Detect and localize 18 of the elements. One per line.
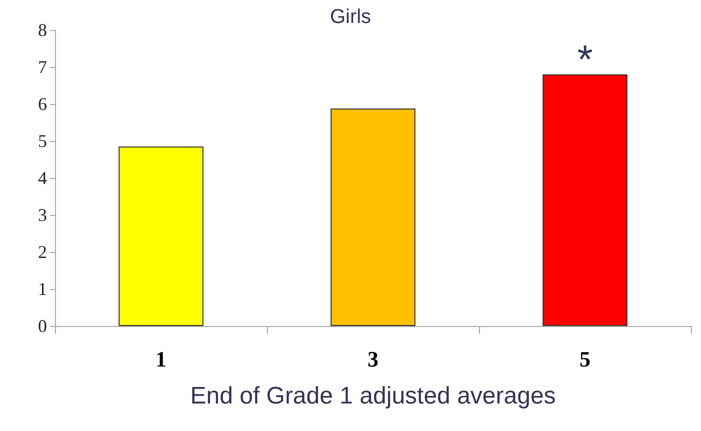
y-tick-label: 6 xyxy=(38,94,47,114)
chart-title: Girls xyxy=(330,6,372,28)
bar xyxy=(118,146,204,326)
bar xyxy=(330,108,416,326)
y-tick-label: 5 xyxy=(38,131,47,151)
y-tick-label: 7 xyxy=(38,57,47,77)
y-tick-label: 4 xyxy=(38,168,47,188)
x-tick-label: 5 xyxy=(580,346,590,372)
x-tick-label: 3 xyxy=(368,346,378,372)
y-tick-label: 1 xyxy=(38,279,47,299)
y-tick-label: 8 xyxy=(38,20,47,40)
annotation: * xyxy=(577,38,593,82)
x-tick-label: 1 xyxy=(156,346,166,372)
y-tick-label: 0 xyxy=(38,316,47,336)
y-tick-label: 2 xyxy=(38,242,47,262)
y-tick-label: 3 xyxy=(38,205,47,225)
bar xyxy=(542,74,628,326)
x-axis-title: End of Grade 1 adjusted averages xyxy=(190,382,556,410)
